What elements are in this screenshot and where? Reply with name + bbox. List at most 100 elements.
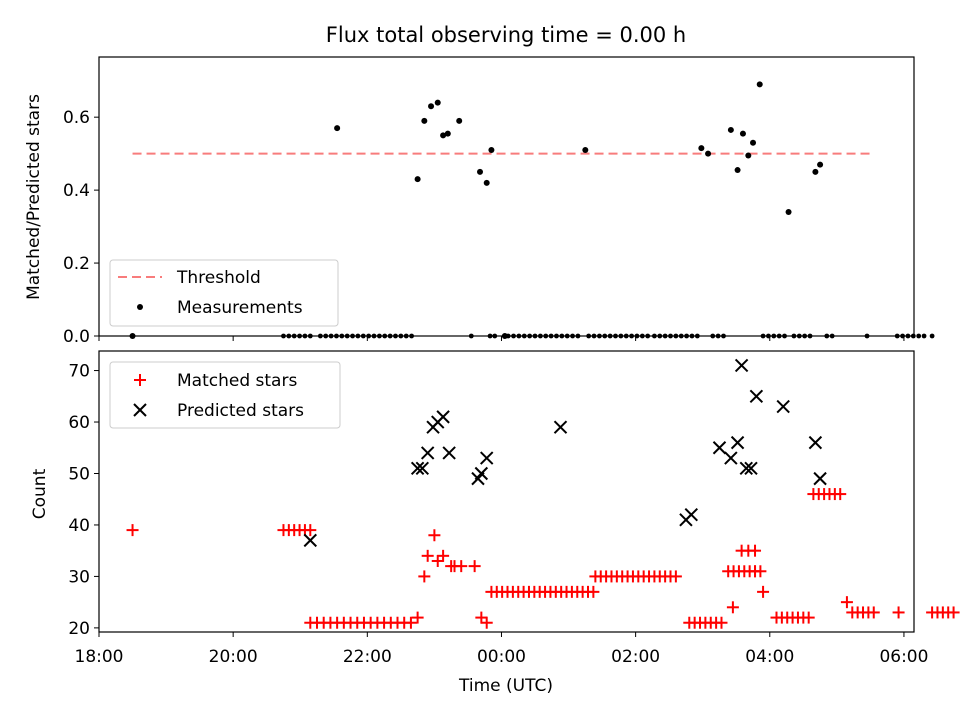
measurement-point [440, 132, 447, 139]
matched-star-point [802, 611, 815, 624]
top-y-tick-label: 0.2 [63, 254, 90, 274]
matched-star-point [726, 601, 739, 614]
matched-star-point [304, 524, 317, 537]
top-y-label: Matched/Predicted stars [24, 94, 44, 300]
legend-matched-swatch [134, 374, 146, 386]
bottom-marks [126, 358, 960, 629]
measurement-point [477, 168, 484, 175]
predicted-star-point [415, 461, 430, 476]
measurement-point [444, 130, 451, 137]
predicted-star-point [712, 441, 727, 455]
measurement-point-zero [916, 333, 922, 339]
matched-star-point [757, 585, 770, 598]
bottom-x-tick-label: 00:00 [477, 647, 526, 667]
measurement-point [812, 168, 819, 175]
measurement-point [727, 126, 734, 133]
top-legend-frame [109, 259, 339, 327]
measurement-point-zero [921, 333, 927, 339]
chart-title: Flux total observing time = 0.00 h [326, 23, 686, 47]
measurement-point-zero [929, 333, 935, 339]
matched-star-point [715, 616, 728, 629]
predicted-star-point [813, 471, 827, 486]
top-x-ticks [98, 336, 905, 341]
measurement-point [414, 176, 421, 183]
matched-star-point [749, 565, 762, 578]
matched-star-point [480, 616, 493, 629]
bottom-panel: 20 30 40 50 60 70 18:00 20:00 22:00 00:00 02:00 04… [30, 350, 960, 696]
measurement-point [750, 139, 757, 146]
measurement-point [421, 117, 428, 124]
measurement-point [434, 99, 441, 106]
bottom-y-tick-label: 30 [68, 567, 90, 587]
bottom-y-tick-label: 70 [68, 362, 90, 382]
predicted-star-point [749, 389, 764, 403]
legend-threshold-label: Threshold [176, 268, 261, 288]
measurement-point [483, 179, 490, 186]
predicted-star-point [480, 451, 494, 465]
bottom-y-tick-label: 50 [68, 464, 90, 484]
bottom-x-tick-label: 02:00 [611, 647, 660, 667]
matched-star-point [455, 560, 468, 573]
measurement-point [488, 147, 495, 153]
top-y-ticks: 0.0 0.2 0.4 0.6 [63, 108, 99, 347]
bottom-x-tick-label: 06:00 [879, 647, 928, 667]
bottom-y-ticks: 20 30 40 50 60 70 [68, 362, 99, 639]
matched-star-point [418, 570, 431, 583]
matched-star-point [749, 544, 762, 557]
matched-star-point [475, 611, 488, 624]
predicted-star-point [303, 533, 318, 548]
top-y-tick-label: 0.0 [63, 327, 90, 347]
predicted-star-point [808, 435, 823, 450]
top-legend: Threshold Measurements [109, 259, 339, 327]
bottom-x-tick-label: 04:00 [745, 647, 794, 667]
bottom-x-label: Time (UTC) [458, 676, 553, 696]
matched-star-point [428, 529, 441, 542]
measurement-point [705, 150, 712, 157]
matched-star-point [947, 606, 960, 619]
predicted-star-point [684, 507, 699, 522]
bottom-y-tick-label: 60 [68, 413, 90, 433]
top-axes-frame [98, 56, 915, 337]
top-y-tick-label: 0.4 [63, 181, 90, 201]
legend-matched-label: Matched stars [177, 371, 297, 391]
predicted-star-point [776, 399, 790, 414]
matched-star-point [587, 585, 600, 598]
measurement-point [456, 117, 463, 124]
measurement-point [739, 130, 746, 137]
bottom-x-tick-label: 22:00 [343, 647, 392, 667]
predicted-star-point [734, 358, 749, 373]
matched-star-point [867, 606, 880, 619]
measurement-point [817, 161, 824, 168]
measurement-point [698, 145, 705, 152]
matched-star-point [669, 570, 682, 583]
bottom-y-tick-label: 20 [68, 619, 90, 639]
matched-star-point [892, 606, 905, 619]
matched-star-point [834, 488, 847, 501]
predicted-star-point [553, 420, 568, 434]
predicted-star-point [730, 435, 745, 450]
measurement-point [756, 81, 763, 88]
bottom-y-tick-label: 40 [68, 516, 90, 536]
measurement-point [334, 125, 341, 132]
predicted-star-point [436, 410, 450, 424]
predicted-star-point [724, 451, 738, 465]
bottom-x-tick-label: 20:00 [209, 647, 258, 667]
legend-predicted-swatch [133, 403, 147, 417]
bottom-x-tick-label: 18:00 [75, 647, 124, 667]
predicted-star-point [442, 446, 456, 460]
bottom-legend-frame [109, 361, 341, 429]
matched-star-point [468, 560, 481, 573]
bottom-legend: Matched stars Predicted stars [109, 361, 341, 429]
predicted-star-point [474, 466, 489, 481]
matched-star-point [126, 524, 139, 537]
predicted-star-point [410, 461, 425, 476]
measurement-point [428, 103, 435, 110]
predicted-star-point [744, 461, 758, 476]
measurement-point [785, 209, 792, 215]
legend-measurements-label: Measurements [177, 298, 303, 318]
predicted-star-point [420, 446, 435, 460]
measurement-point [734, 167, 741, 174]
bottom-y-label: Count [30, 468, 50, 519]
